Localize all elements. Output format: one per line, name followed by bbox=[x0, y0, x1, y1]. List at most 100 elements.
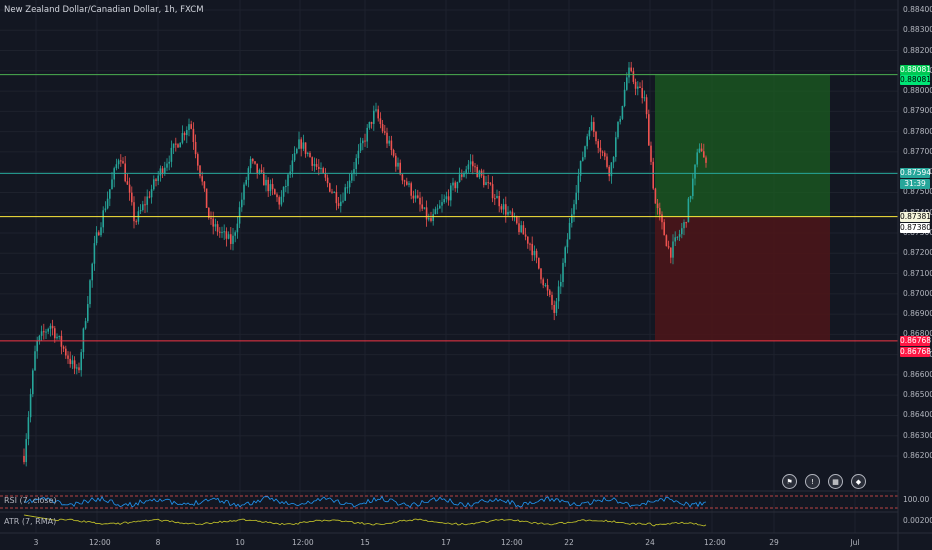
candle-body bbox=[474, 166, 476, 168]
candle-body bbox=[263, 172, 265, 186]
time-tick: 3 bbox=[33, 538, 39, 547]
candle-body bbox=[370, 121, 373, 124]
candle-body bbox=[403, 180, 406, 182]
candle-body bbox=[368, 121, 371, 128]
candle-body bbox=[155, 179, 157, 181]
time-tick: 12:00 bbox=[292, 538, 314, 547]
indicator-tick: 100.00 bbox=[903, 495, 930, 504]
candle-body bbox=[340, 201, 342, 207]
candle-body bbox=[650, 145, 652, 162]
candle-body bbox=[142, 204, 144, 211]
candle-body bbox=[131, 192, 133, 203]
candle-body bbox=[40, 331, 43, 336]
time-tick: Jul bbox=[850, 538, 860, 547]
candle-body bbox=[588, 130, 591, 137]
price-badge: 0.87380 bbox=[900, 222, 932, 233]
candle-body bbox=[663, 222, 665, 236]
indicator-tick: 0.00200 bbox=[903, 516, 932, 525]
candle-body bbox=[476, 166, 478, 178]
candle-body bbox=[601, 151, 604, 153]
candle-body bbox=[375, 109, 377, 111]
candle-body bbox=[23, 456, 25, 463]
candle-body bbox=[527, 236, 529, 244]
candle-body bbox=[531, 243, 533, 256]
candle-body bbox=[56, 336, 58, 339]
candle-body bbox=[311, 157, 313, 166]
candle-body bbox=[359, 143, 362, 151]
candle-body bbox=[179, 142, 181, 148]
candle-body bbox=[593, 121, 595, 132]
candle-body bbox=[166, 163, 168, 168]
time-tick: 12:00 bbox=[704, 538, 726, 547]
candle-body bbox=[683, 222, 685, 229]
candle-body bbox=[381, 124, 384, 132]
candle-body bbox=[377, 109, 379, 119]
earnings-icon[interactable]: ◆ bbox=[851, 474, 866, 489]
candle-body bbox=[590, 121, 593, 131]
candle-body bbox=[280, 196, 283, 205]
candle-body bbox=[586, 136, 588, 147]
candle-body bbox=[615, 137, 617, 157]
candle-body bbox=[109, 189, 111, 199]
candle-body bbox=[639, 86, 641, 88]
candle-body bbox=[150, 189, 153, 198]
candle-body bbox=[111, 179, 113, 190]
candle-body bbox=[318, 166, 320, 169]
chart-title[interactable]: New Zealand Dollar/Canadian Dollar, 1h, … bbox=[4, 5, 204, 15]
price-badge: 0.86768 bbox=[900, 346, 932, 357]
calendar-icon[interactable]: ▦ bbox=[828, 474, 843, 489]
candle-body bbox=[472, 161, 474, 167]
price-tick: 0.88300 bbox=[903, 25, 932, 35]
candle-body bbox=[386, 132, 388, 144]
candle-body bbox=[223, 231, 225, 233]
price-tick: 0.88400 bbox=[903, 5, 932, 14]
candle-body bbox=[249, 158, 252, 169]
candle-body bbox=[238, 207, 241, 224]
candle-body bbox=[362, 140, 364, 144]
candle-body bbox=[241, 199, 243, 208]
candle-body bbox=[637, 86, 639, 89]
alert-icon[interactable]: ! bbox=[805, 474, 820, 489]
candle-body bbox=[641, 87, 643, 99]
price-badge: 0.86768 bbox=[900, 335, 932, 346]
candle-body bbox=[599, 147, 602, 152]
candle-body bbox=[524, 234, 527, 237]
candle-body bbox=[577, 175, 580, 193]
time-tick: 12:00 bbox=[501, 538, 523, 547]
candle-body bbox=[364, 140, 366, 142]
candle-body bbox=[373, 110, 375, 124]
candle-body bbox=[120, 160, 122, 162]
candle-body bbox=[164, 167, 166, 174]
candle-body bbox=[461, 174, 463, 177]
price-tick: 0.86500 bbox=[903, 390, 932, 400]
candle-body bbox=[469, 161, 472, 165]
candle-body bbox=[62, 346, 65, 349]
rsi-label[interactable]: RSI (7, close) bbox=[4, 496, 57, 505]
candle-body bbox=[247, 168, 250, 180]
candle-body bbox=[619, 118, 621, 122]
price-tick: 0.86200 bbox=[903, 451, 932, 460]
flag-icon[interactable]: ⚑ bbox=[782, 474, 797, 489]
candle-body bbox=[357, 150, 360, 159]
candle-body bbox=[80, 352, 82, 371]
candle-body bbox=[38, 335, 41, 341]
candle-body bbox=[230, 234, 232, 244]
candle-body bbox=[194, 142, 197, 155]
price-tick: 0.87500 bbox=[903, 187, 932, 197]
candle-body bbox=[500, 206, 503, 210]
time-tick: 24 bbox=[645, 538, 655, 547]
candle-body bbox=[656, 203, 659, 209]
candle-body bbox=[678, 234, 681, 237]
candle-body bbox=[408, 183, 410, 185]
candle-body bbox=[157, 175, 159, 181]
candle-body bbox=[102, 210, 104, 228]
candle-body bbox=[630, 67, 632, 72]
candle-body bbox=[516, 216, 518, 224]
atr-label[interactable]: ATR (7, RMA) bbox=[4, 517, 57, 526]
candle-body bbox=[445, 196, 448, 200]
candle-body bbox=[659, 208, 661, 215]
candle-body bbox=[128, 184, 131, 193]
candle-body bbox=[430, 218, 432, 221]
candle-body bbox=[621, 105, 624, 119]
